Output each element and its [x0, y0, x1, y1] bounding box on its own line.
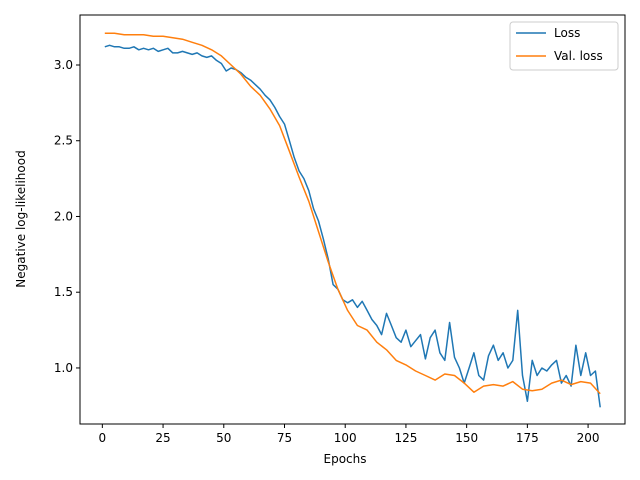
- plot-frame: [79, 14, 626, 425]
- x-tick-label: 150: [455, 431, 478, 445]
- x-axis-ticks: 0 25 50 75 100 125 150 175 200: [99, 424, 600, 445]
- x-tick-label: 50: [216, 431, 231, 445]
- y-tick-label: 2.5: [54, 134, 73, 148]
- series-line-loss: [104, 44, 601, 408]
- x-tick-label: 25: [155, 431, 170, 445]
- x-tick-label: 75: [277, 431, 292, 445]
- legend-label-val-loss: Val. loss: [554, 49, 603, 63]
- legend: Loss Val. loss: [509, 21, 619, 71]
- y-tick-label: 2.0: [54, 209, 73, 223]
- legend-label-loss: Loss: [554, 26, 580, 40]
- y-tick-label: 1.5: [54, 285, 73, 299]
- x-tick-label: 175: [516, 431, 539, 445]
- x-tick-label: 100: [334, 431, 357, 445]
- y-tick-label: 3.0: [54, 58, 73, 72]
- x-tick-label: 0: [99, 431, 107, 445]
- x-axis-label: Epochs: [324, 452, 367, 466]
- x-tick-label: 125: [394, 431, 417, 445]
- series-line-val-loss: [104, 32, 601, 395]
- legend-box: [509, 21, 619, 71]
- plot-lines: [104, 32, 601, 408]
- y-axis-ticks: 1.0 1.5 2.0 2.5 3.0: [54, 58, 80, 375]
- y-axis-label: Negative log-likelihood: [14, 150, 28, 287]
- x-tick-label: 200: [577, 431, 600, 445]
- y-tick-label: 1.0: [54, 361, 73, 375]
